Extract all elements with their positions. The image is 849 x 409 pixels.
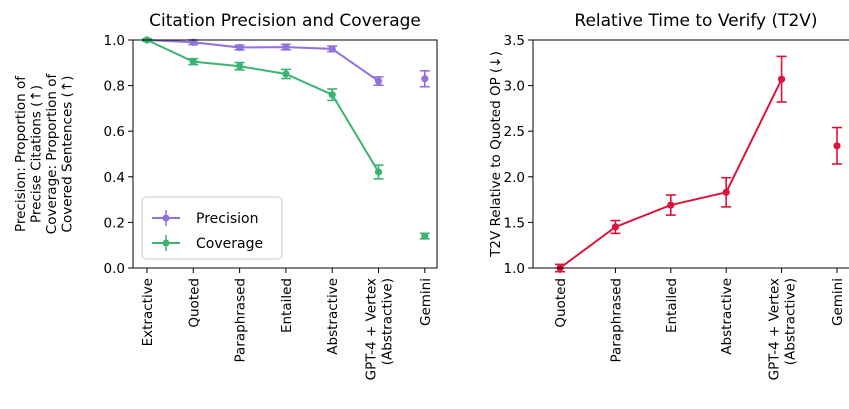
chart-right-title: Relative Time to Verify (T2V) (574, 11, 817, 31)
series-line-0 (146, 39, 380, 82)
data-point (282, 70, 290, 78)
x-tick-label: Gemini (830, 278, 846, 326)
x-tick-label: Abstractive (325, 278, 341, 355)
data-point (667, 201, 675, 209)
x-tick-label: Gemini (418, 278, 434, 326)
data-point (236, 62, 244, 70)
chart-right: Relative Time to Verify (T2V) T2V Relati… (488, 11, 849, 380)
chart-left-legend: Precision Coverage (141, 196, 283, 260)
data-point (833, 142, 841, 150)
chart-right-ylabel: T2V Relative to Quoted OP (↓) (488, 51, 504, 258)
x-tick-label: (Abstractive) (783, 278, 799, 365)
data-point (328, 45, 336, 53)
chart-left-plot: 0.0 0.2 0.4 0.6 0.8 1.0 Extractive Quoted Paraph… (104, 33, 434, 380)
y-axis-label-line: Precise Citations (↑) (29, 85, 45, 223)
chart-left: Citation Precision and Coverage Precisio… (13, 11, 438, 380)
legend-label-coverage: Coverage (196, 236, 263, 252)
data-point (421, 232, 429, 240)
chart-left-ylabel: Precision: Proportion of Precise Citation… (13, 73, 76, 235)
y-tick-label: 0.4 (104, 170, 125, 186)
y-axis-label-line: Coverage: Proportion of (44, 73, 60, 235)
y-tick-label: 1.0 (504, 261, 525, 277)
x-tick-label: Entailed (279, 278, 295, 333)
legend-label-precision: Precision (196, 211, 258, 227)
data-point (328, 91, 336, 99)
y-axis-label-line: Precision: Proportion of (13, 75, 29, 232)
y-tick-label: 3.0 (504, 79, 525, 95)
x-tick-label: GPT-4 + Vertex (767, 278, 783, 380)
chart-left-title: Citation Precision and Coverage (149, 11, 421, 31)
y-tick-label: 0.6 (104, 124, 125, 140)
x-tick-label: GPT-4 + Vertex (364, 278, 380, 380)
x-tick-label: Extractive (140, 278, 156, 346)
chart-left-frame (132, 39, 438, 269)
y-tick-label: 1.5 (504, 215, 525, 231)
series-line-1 (146, 39, 380, 173)
data-point (421, 75, 429, 83)
y-tick-label: 0.8 (104, 79, 125, 95)
y-tick-label: 2.5 (504, 124, 525, 140)
data-point (722, 188, 730, 196)
x-tick-label: Quoted (186, 278, 202, 328)
data-point (374, 168, 383, 176)
x-tick-label: Quoted (553, 278, 569, 328)
y-tick-label: 2.0 (504, 170, 525, 186)
data-point (189, 58, 197, 66)
data-point (611, 223, 620, 231)
y-tick-label: 0.2 (104, 215, 125, 231)
x-tick-label: Entailed (664, 278, 680, 333)
x-tick-label: Paraphrased (233, 278, 249, 363)
chart-right-frame (532, 39, 849, 269)
data-point (374, 77, 383, 85)
x-tick-label: Paraphrased (608, 278, 624, 363)
series-line-0 (559, 78, 783, 269)
data-point (236, 43, 244, 52)
y-tick-label: 3.5 (504, 33, 525, 49)
chart-right-plot: 1.0 1.5 2.0 2.5 3.0 3.5 Quoted Paraphrased Entai… (504, 33, 846, 380)
x-tick-label: Abstractive (719, 278, 735, 355)
y-tick-label: 0.0 (104, 261, 125, 277)
data-point (778, 75, 786, 83)
x-tick-label: (Abstractive) (380, 278, 396, 365)
y-axis-label-line: Covered Sentences (↑) (60, 76, 76, 233)
data-point (282, 43, 290, 51)
y-tick-label: 1.0 (104, 33, 125, 49)
